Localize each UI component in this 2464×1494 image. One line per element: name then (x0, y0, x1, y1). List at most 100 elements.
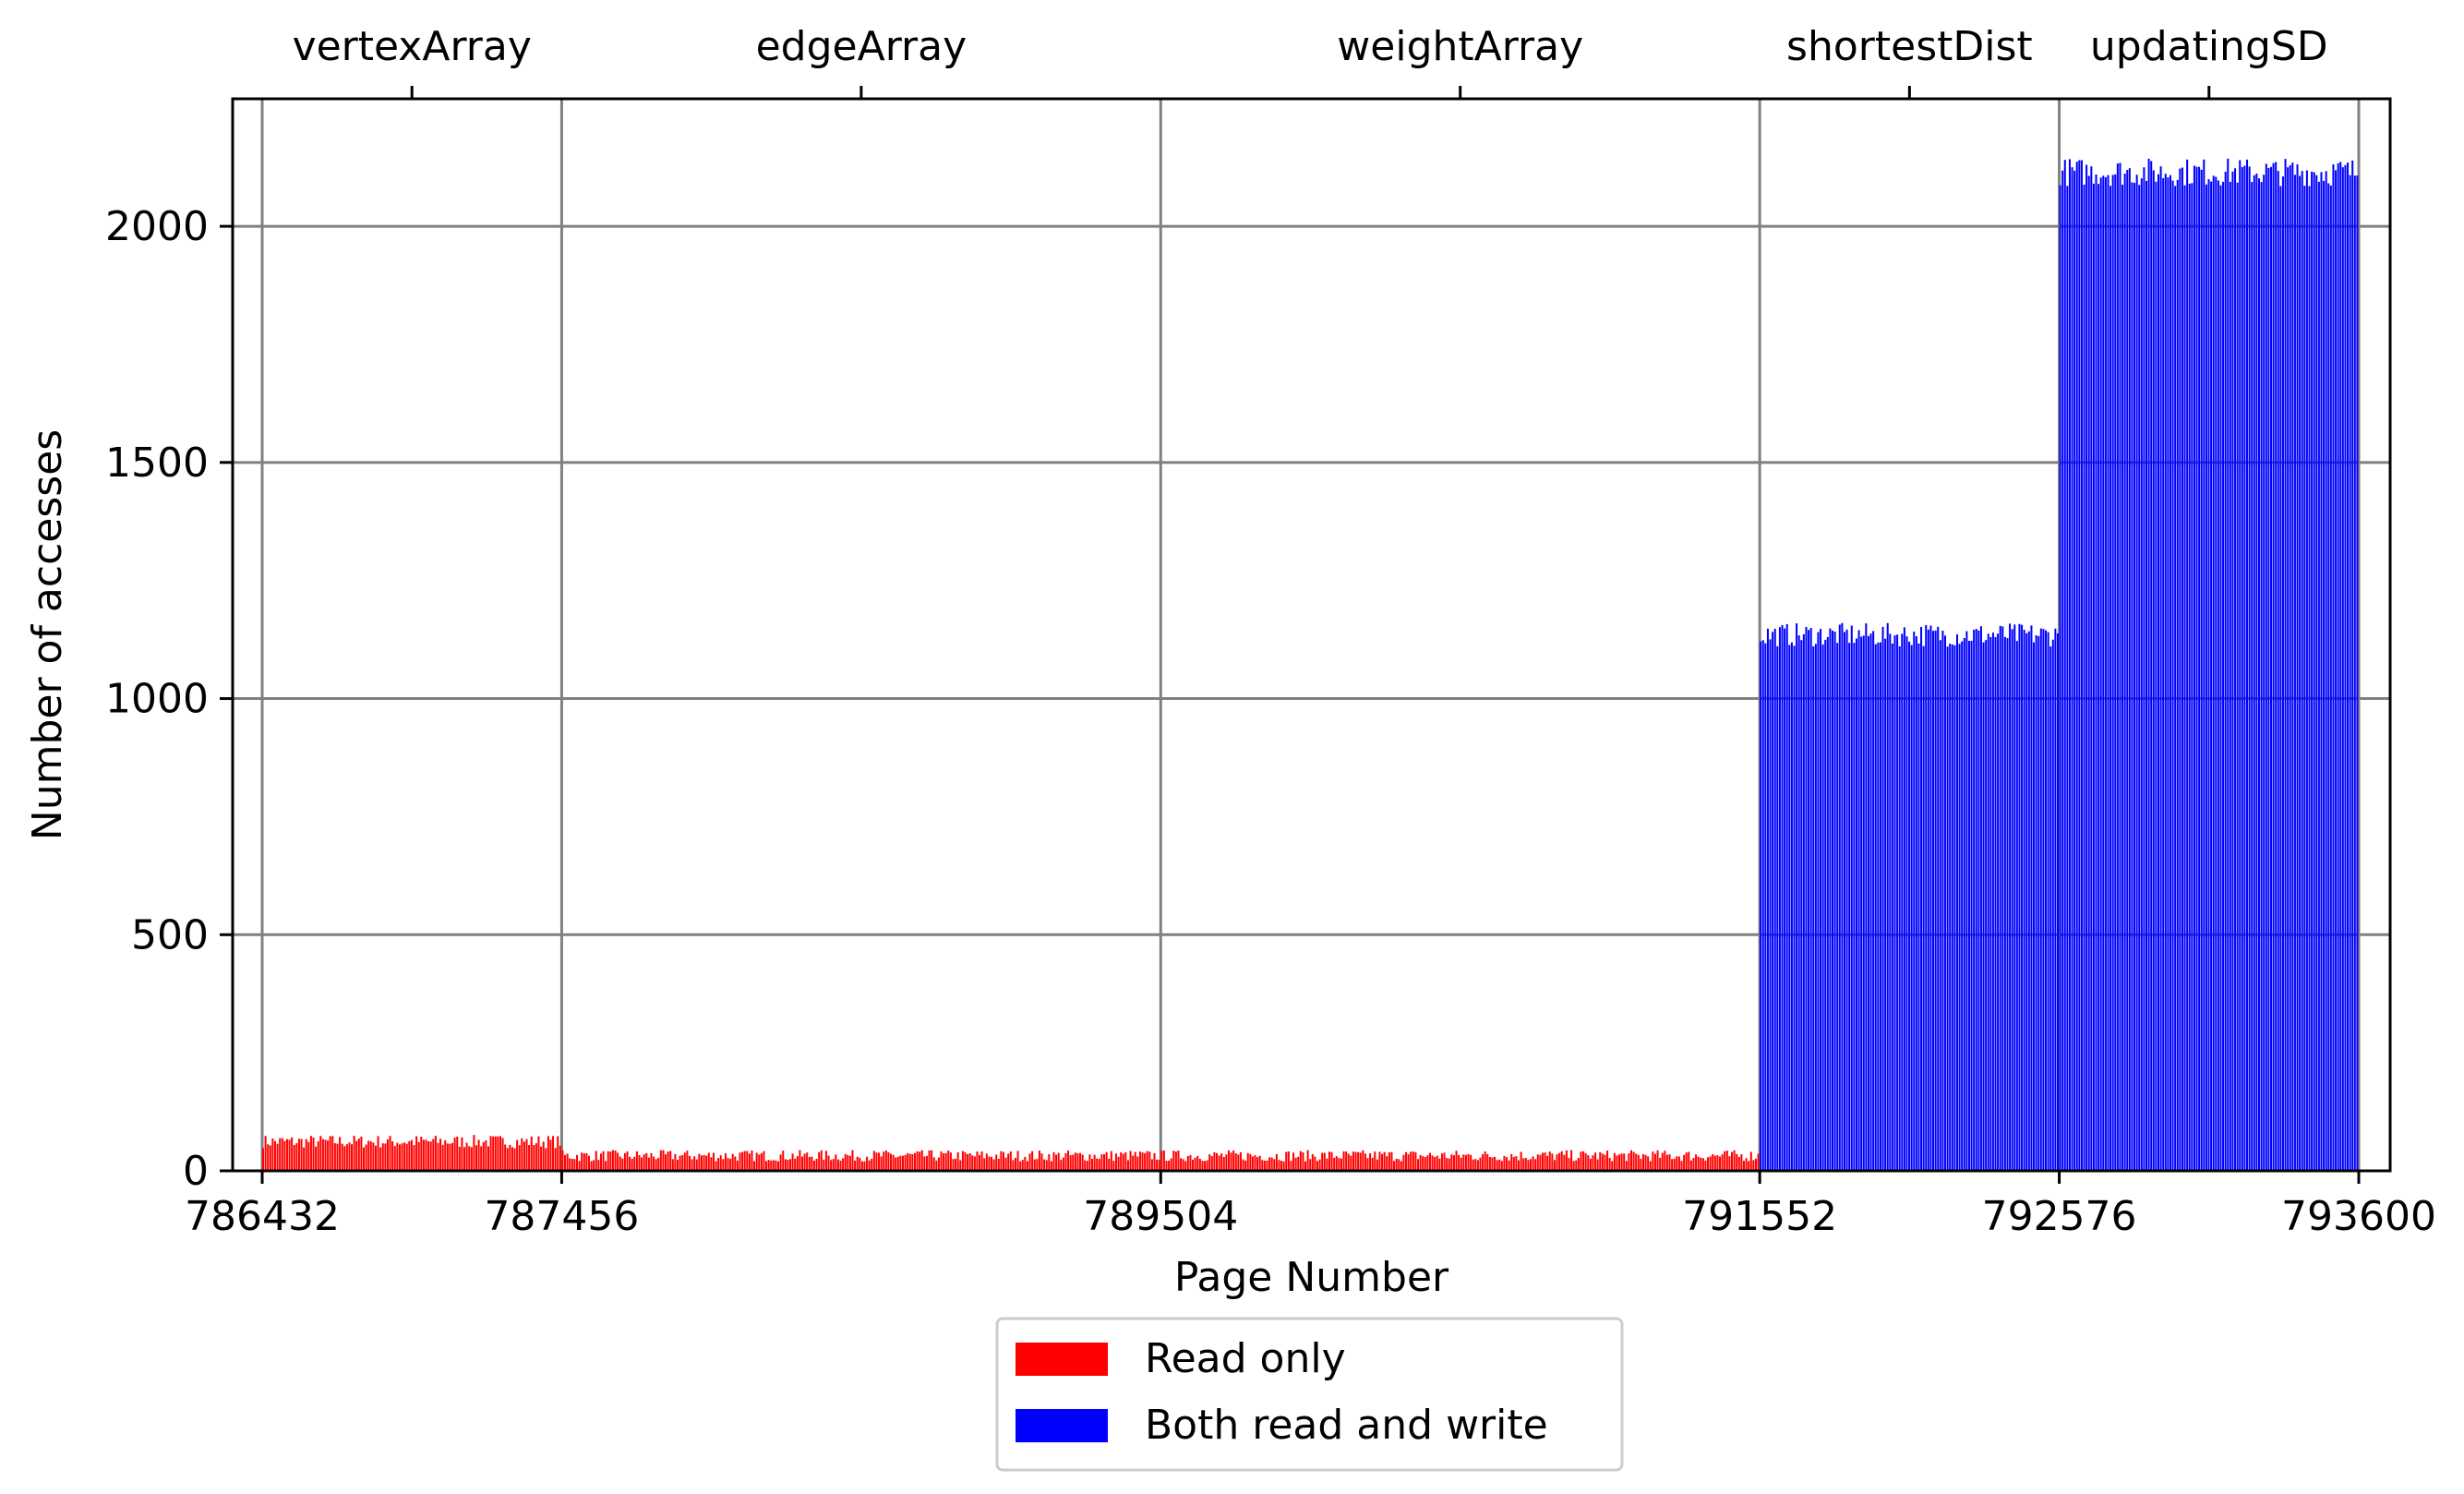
bar (1249, 1153, 1252, 1171)
bar (564, 1154, 567, 1171)
bar (475, 1145, 478, 1171)
bar (1021, 1160, 1024, 1171)
bar (1953, 645, 1956, 1171)
bar (525, 1139, 528, 1171)
bar (2025, 633, 2028, 1171)
bar (1812, 646, 1815, 1171)
bar (1688, 1151, 1690, 1171)
legend: Read only Both read and write (995, 1317, 1624, 1472)
bar (1086, 1161, 1088, 1171)
bar (844, 1153, 847, 1171)
bar (1641, 1154, 1644, 1171)
bar (569, 1158, 571, 1171)
bar (823, 1159, 825, 1171)
bar (1333, 1157, 1336, 1171)
bar (2114, 174, 2117, 1171)
bar (1707, 1157, 1710, 1171)
bar (1251, 1156, 1254, 1171)
bar (741, 1151, 744, 1171)
bar (1941, 631, 1944, 1171)
bar (866, 1156, 869, 1171)
bar (1422, 1156, 1424, 1171)
bar (1665, 1154, 1668, 1171)
bar (1464, 1154, 1467, 1171)
bar (1625, 1161, 1628, 1171)
bar (545, 1148, 547, 1171)
bar (2236, 182, 2239, 1172)
bar (995, 1154, 998, 1171)
bar (439, 1139, 442, 1171)
bar (1558, 1152, 1561, 1171)
bar (2231, 171, 2234, 1171)
bar (2135, 175, 2138, 1172)
bar (1124, 1151, 1127, 1171)
bar (641, 1157, 643, 1171)
bar (2009, 623, 2012, 1171)
bar (1458, 1154, 1460, 1171)
bar (1997, 633, 2000, 1171)
bar (2344, 164, 2347, 1172)
bar (1719, 1156, 1722, 1171)
bar (980, 1151, 983, 1171)
bar (441, 1144, 444, 1171)
bar (345, 1144, 348, 1171)
bar (883, 1151, 885, 1171)
x-tick-label: 787456 (484, 1193, 639, 1240)
bar (566, 1153, 569, 1171)
bar (1836, 643, 1839, 1171)
bar (417, 1141, 420, 1171)
bar (1093, 1154, 1096, 1171)
bar (2251, 182, 2254, 1172)
bars-layer (262, 158, 2359, 1172)
bar (1079, 1152, 1082, 1171)
bar (753, 1161, 756, 1171)
bar (710, 1157, 713, 1171)
bar (1570, 1150, 1573, 1171)
bar (1108, 1158, 1111, 1171)
top-axis-label: weightArray (1337, 23, 1583, 70)
bar (2030, 625, 2033, 1171)
bar (2224, 171, 2227, 1172)
bar (1778, 627, 1781, 1171)
bar (1114, 1153, 1117, 1171)
bar (1520, 1151, 1522, 1171)
bar (2049, 646, 2052, 1171)
bar (638, 1154, 641, 1171)
bar (1761, 640, 1764, 1171)
bar (2191, 183, 2194, 1171)
bar (1318, 1159, 1321, 1171)
bar (784, 1159, 787, 1171)
bar (451, 1142, 454, 1171)
bar (712, 1152, 715, 1171)
bar (1232, 1150, 1235, 1171)
bar (1405, 1151, 1408, 1171)
bar (315, 1146, 318, 1171)
bar (2305, 170, 2308, 1172)
bar (1689, 1160, 1692, 1171)
bar (377, 1136, 379, 1171)
bar (1428, 1152, 1431, 1171)
bar (2109, 186, 2112, 1172)
bar (659, 1150, 662, 1171)
bar (1781, 624, 1784, 1171)
bar (674, 1153, 677, 1171)
bar (863, 1161, 866, 1171)
bar (872, 1151, 875, 1171)
bar (521, 1138, 523, 1171)
bar (1802, 633, 1805, 1171)
axes-layer (220, 86, 2392, 1184)
bar (815, 1158, 818, 1171)
bar (1244, 1160, 1247, 1171)
bar (2051, 639, 2054, 1171)
bar (1891, 644, 1893, 1171)
bar (339, 1137, 342, 1171)
bar (832, 1159, 835, 1171)
bar (794, 1158, 797, 1171)
bar (1889, 633, 1892, 1171)
bar (617, 1152, 619, 1171)
bar (2087, 175, 2090, 1172)
bar (1534, 1159, 1537, 1171)
bar (791, 1153, 794, 1171)
bar (2171, 180, 2174, 1171)
bar (985, 1153, 988, 1171)
